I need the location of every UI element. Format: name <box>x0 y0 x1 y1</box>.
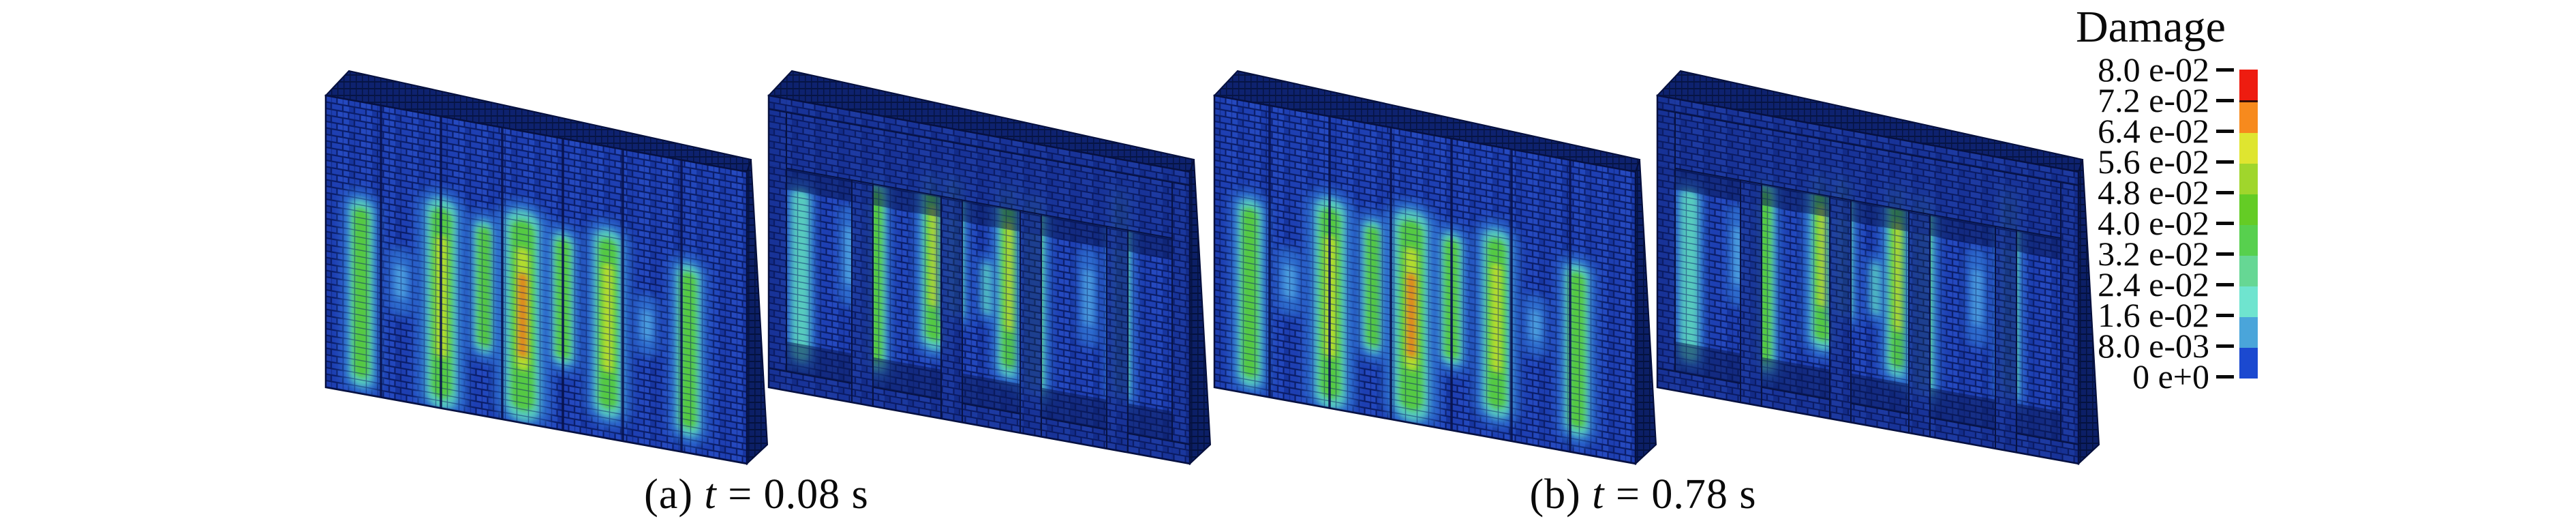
damage-wall-panel <box>767 70 1212 466</box>
colorbar-tick <box>2216 68 2234 72</box>
colorbar-band <box>2239 133 2258 164</box>
colorbar-band <box>2239 348 2258 379</box>
colorbar-band <box>2239 225 2258 256</box>
colorbar-tick <box>2216 375 2234 379</box>
colorbar-strip <box>2239 70 2258 379</box>
colorbar-tick <box>2216 191 2234 194</box>
damage-wall-panel <box>324 70 769 466</box>
colorbar-band <box>2239 256 2258 286</box>
colorbar-tick-label: 2.4 e-02 <box>2098 265 2209 303</box>
colorbar-tick <box>2216 160 2234 164</box>
colorbar-title: Damage <box>2076 2 2226 52</box>
colorbar-tick-label: 6.4 e-02 <box>2098 112 2209 150</box>
colorbar-band <box>2239 164 2258 194</box>
caption-b-variable: t <box>1592 471 1605 518</box>
colorbar-tick-label: 3.2 e-02 <box>2098 235 2209 273</box>
colorbar-band <box>2239 286 2258 317</box>
caption-b-label: (b) <box>1529 471 1581 518</box>
colorbar-tick-label: 0 e+0 <box>2132 357 2209 396</box>
caption-a-value: = 0.08 s <box>716 471 869 518</box>
colorbar-tick-label: 8.0 e-02 <box>2098 50 2209 89</box>
colorbar-band <box>2239 102 2258 133</box>
colorbar-tick <box>2216 283 2234 286</box>
colorbar-band <box>2239 194 2258 225</box>
colorbar-band <box>2239 70 2258 102</box>
subfigure-caption-a: (a) t = 0.08 s <box>450 471 1063 519</box>
colorbar-tick <box>2216 99 2234 102</box>
caption-a-variable: t <box>704 471 717 518</box>
colorbar-tick-label: 7.2 e-02 <box>2098 81 2209 119</box>
colorbar-band <box>2239 317 2258 348</box>
damage-wall-panel <box>1213 70 1657 466</box>
colorbar-tick <box>2216 130 2234 133</box>
caption-b-value: = 0.78 s <box>1604 471 1757 518</box>
subfigure-caption-b: (b) t = 0.78 s <box>1336 471 1950 519</box>
colorbar-tick <box>2216 252 2234 256</box>
damage-wall-panel <box>1656 70 2100 466</box>
colorbar-tick <box>2216 314 2234 317</box>
colorbar-tick <box>2216 344 2234 348</box>
colorbar-tick-label: 1.6 e-02 <box>2098 296 2209 334</box>
colorbar-tick-label: 4.0 e-02 <box>2098 204 2209 242</box>
colorbar-tick-label: 4.8 e-02 <box>2098 173 2209 211</box>
colorbar-tick <box>2216 222 2234 225</box>
colorbar-tick-label: 8.0 e-03 <box>2098 327 2209 365</box>
colorbar-tick-label: 5.6 e-02 <box>2098 143 2209 181</box>
caption-a-label: (a) <box>644 471 693 518</box>
